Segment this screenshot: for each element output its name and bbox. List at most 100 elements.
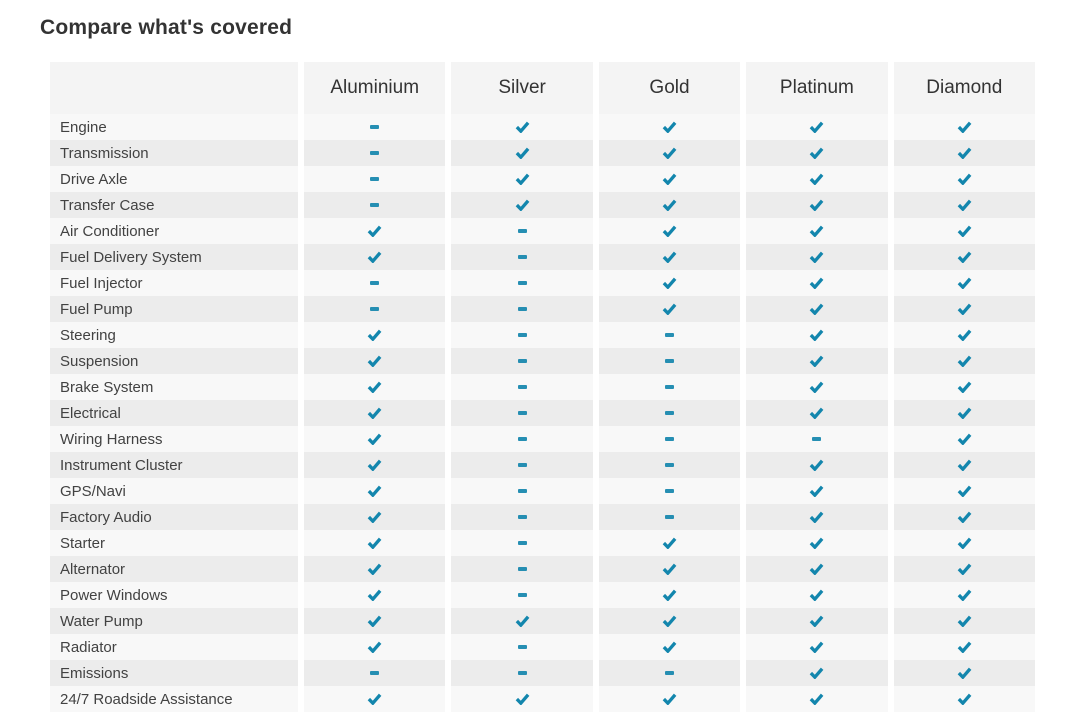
coverage-cell-not-included [598,478,741,504]
row-label: Instrument Cluster [50,452,298,478]
coverage-cell-not-included [304,114,446,140]
coverage-cell-included [746,582,888,608]
coverage-cell-included [598,166,741,192]
coverage-cell-not-included [451,504,593,530]
check-icon [662,173,677,185]
check-icon [515,121,529,133]
coverage-cell-included [598,244,741,270]
coverage-cell-included [893,296,1035,322]
coverage-cell-included [893,556,1035,582]
row-label: Engine [50,114,298,140]
coverage-cell-not-included [451,322,593,348]
coverage-cell-included [304,608,446,634]
coverage-cell-not-included [598,400,741,426]
check-icon [957,199,972,211]
check-icon [662,615,677,627]
coverage-cell-included [893,686,1035,712]
coverage-cell-included [598,686,741,712]
dash-icon [517,541,527,545]
check-icon [810,277,824,289]
table-row: Fuel Pump [50,296,1035,322]
coverage-cell-included [451,686,593,712]
coverage-cell-included [893,140,1035,166]
dash-icon [664,437,674,441]
check-icon [810,303,824,315]
dash-icon [664,333,674,337]
coverage-cell-included [746,660,888,686]
dash-icon [812,437,822,441]
coverage-cell-included [746,114,888,140]
check-icon [662,147,677,159]
coverage-cell-included [893,426,1035,452]
coverage-cell-not-included [304,192,446,218]
coverage-cell-not-included [451,374,593,400]
coverage-cell-included [304,530,446,556]
dash-icon [517,645,527,649]
check-icon [957,693,972,705]
check-icon [367,641,382,653]
table-row: Wiring Harness [50,426,1035,452]
table-row: Transmission [50,140,1035,166]
coverage-cell-included [304,426,446,452]
coverage-cell-included [893,218,1035,244]
column-header-gold: Gold [598,62,741,114]
dash-icon [517,437,527,441]
page-title: Compare what's covered [40,16,293,39]
check-icon [662,537,677,549]
row-label: Starter [50,530,298,556]
coverage-cell-included [893,400,1035,426]
coverage-cell-included [893,348,1035,374]
column-header-aluminium: Aluminium [304,62,446,114]
coverage-cell-not-included [451,426,593,452]
check-icon [957,303,972,315]
coverage-cell-included [746,348,888,374]
coverage-cell-included [893,452,1035,478]
row-label: Steering [50,322,298,348]
table-row: Drive Axle [50,166,1035,192]
check-icon [367,433,382,445]
dash-icon [664,463,674,467]
row-label: 24/7 Roadside Assistance [50,686,298,712]
check-icon [957,381,972,393]
coverage-cell-included [598,218,741,244]
check-icon [662,225,677,237]
table-row: GPS/Navi [50,478,1035,504]
coverage-cell-not-included [598,348,741,374]
coverage-cell-included [304,322,446,348]
coverage-cell-included [598,296,741,322]
dash-icon [517,671,527,675]
dash-icon [370,281,380,285]
check-icon [810,563,824,575]
check-icon [367,251,382,263]
coverage-cell-included [451,166,593,192]
check-icon [662,121,677,133]
coverage-cell-included [304,478,446,504]
table-body: Engine Transmission [50,114,1035,712]
coverage-cell-included [304,634,446,660]
check-icon [810,459,824,471]
check-icon [810,381,824,393]
coverage-cell-included [746,322,888,348]
row-label: Suspension [50,348,298,374]
coverage-cell-included [598,140,741,166]
coverage-cell-included [598,270,741,296]
row-label: Radiator [50,634,298,660]
coverage-cell-included [304,400,446,426]
check-icon [957,277,972,289]
column-header-diamond: Diamond [893,62,1035,114]
dash-icon [517,515,527,519]
dash-icon [370,151,380,155]
coverage-cell-not-included [304,270,446,296]
check-icon [810,355,824,367]
table-header-row: Aluminium Silver Gold Platinum Diamond [50,62,1035,114]
dash-icon [370,177,380,181]
coverage-cell-included [304,452,446,478]
dash-icon [517,411,527,415]
coverage-cell-not-included [451,244,593,270]
dash-icon [370,307,380,311]
dash-icon [370,125,380,129]
coverage-cell-included [304,348,446,374]
check-icon [367,355,382,367]
check-icon [810,225,824,237]
coverage-cell-included [598,530,741,556]
